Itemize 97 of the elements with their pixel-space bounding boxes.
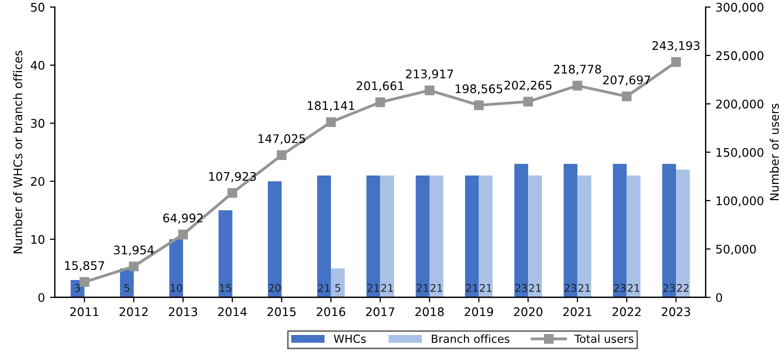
point xyxy=(671,57,681,67)
data-label: 21 xyxy=(430,284,442,292)
data-label: 213,917 xyxy=(406,69,453,80)
data-label: 107,923 xyxy=(209,172,256,182)
point xyxy=(474,100,484,110)
bar xyxy=(465,175,479,298)
data-label: 201,661 xyxy=(356,81,404,92)
point xyxy=(80,277,90,287)
data-label: 21 xyxy=(529,284,541,292)
bar xyxy=(478,175,493,298)
bar xyxy=(380,175,394,298)
data-label: 207,697 xyxy=(603,75,650,86)
x-tick-label: 2021 xyxy=(563,307,592,316)
data-label: 15 xyxy=(220,284,232,292)
point xyxy=(326,117,336,127)
y2-tick-label: 300,000 xyxy=(716,2,764,13)
data-label: 31,954 xyxy=(114,246,154,256)
data-label: 198,565 xyxy=(456,84,502,94)
x-tick-label: 2020 xyxy=(514,307,542,316)
bar xyxy=(430,175,444,298)
point xyxy=(128,262,139,272)
x-tick-label: 2014 xyxy=(218,307,247,316)
legend-label: WHCs xyxy=(334,334,366,343)
data-label: 243,193 xyxy=(652,41,700,52)
y2-tick-label: 200,000 xyxy=(716,100,764,110)
bar xyxy=(514,164,528,298)
data-label: 21 xyxy=(367,284,380,292)
y2-tick-label: 100,000 xyxy=(716,196,764,206)
data-label: 147,025 xyxy=(258,134,306,144)
x-tick-label: 2015 xyxy=(267,307,296,316)
x-tick-label: 2023 xyxy=(662,307,690,316)
x-tick-label: 2013 xyxy=(168,307,198,316)
data-label: 3 xyxy=(75,284,80,292)
y-axis-title: Number of WHCs or branch offices xyxy=(13,50,22,254)
point xyxy=(178,230,188,240)
data-label: 5 xyxy=(335,284,340,292)
y-tick-label: 30 xyxy=(31,118,44,128)
y2-tick-label: 0 xyxy=(716,293,722,302)
bar xyxy=(676,170,690,298)
data-label: 15,857 xyxy=(65,261,104,272)
x-tick-label: 2012 xyxy=(120,307,148,316)
data-label: 23 xyxy=(614,284,626,292)
legend-label: Branch offices xyxy=(432,334,510,343)
x-tick-label: 2019 xyxy=(464,307,494,316)
data-label: 181,141 xyxy=(308,101,354,112)
point xyxy=(276,150,287,160)
y2-tick-label: 50,000 xyxy=(716,244,756,255)
bar xyxy=(317,175,331,298)
bar xyxy=(366,175,380,298)
bar xyxy=(612,164,627,298)
x-tick-label: 2011 xyxy=(70,307,98,316)
y2-axis-title: Number of users xyxy=(770,104,779,200)
bar xyxy=(218,210,232,298)
data-label: 21 xyxy=(480,284,492,292)
bar xyxy=(268,181,282,298)
y-tick-label: 20 xyxy=(31,176,44,186)
point xyxy=(227,188,238,198)
data-label: 21 xyxy=(416,284,428,292)
bar xyxy=(330,268,345,298)
bar xyxy=(577,175,592,298)
y-tick-label: 10 xyxy=(31,235,44,244)
data-label: 23 xyxy=(564,284,576,292)
y-tick-label: 50 xyxy=(31,2,44,12)
x-tick-label: 2016 xyxy=(316,307,346,316)
bar xyxy=(416,175,430,298)
x-tick-label: 2017 xyxy=(366,307,394,316)
point xyxy=(523,96,533,107)
data-label: 10 xyxy=(170,284,182,292)
x-tick-label: 2018 xyxy=(415,307,444,316)
data-label: 21 xyxy=(578,284,590,292)
data-label: 21 xyxy=(381,284,393,292)
y-tick-label: 40 xyxy=(30,60,44,70)
point xyxy=(375,97,386,108)
y2-tick-label: 250,000 xyxy=(716,51,764,62)
y-tick-label: 0 xyxy=(38,293,44,302)
bar xyxy=(564,164,578,298)
y2-tick-label: 150,000 xyxy=(716,148,764,158)
data-label: 202,265 xyxy=(504,80,552,91)
point xyxy=(622,92,632,102)
data-label: 21 xyxy=(318,284,330,292)
data-label: 20 xyxy=(268,284,281,292)
point xyxy=(572,80,582,91)
data-label: 5 xyxy=(124,284,130,292)
data-label: 64,992 xyxy=(163,214,203,224)
data-label: 218,778 xyxy=(554,64,602,75)
data-label: 21 xyxy=(628,284,640,292)
data-label: 22 xyxy=(677,284,689,292)
data-label: 23 xyxy=(663,284,675,292)
bar xyxy=(662,164,676,298)
x-tick-label: 2022 xyxy=(612,307,641,316)
bar xyxy=(626,175,641,298)
point xyxy=(424,86,434,96)
data-label: 21 xyxy=(466,284,478,292)
legend-label: Total users xyxy=(574,334,634,343)
bar xyxy=(528,175,542,298)
data-label: 23 xyxy=(515,284,528,292)
bar xyxy=(169,239,184,298)
